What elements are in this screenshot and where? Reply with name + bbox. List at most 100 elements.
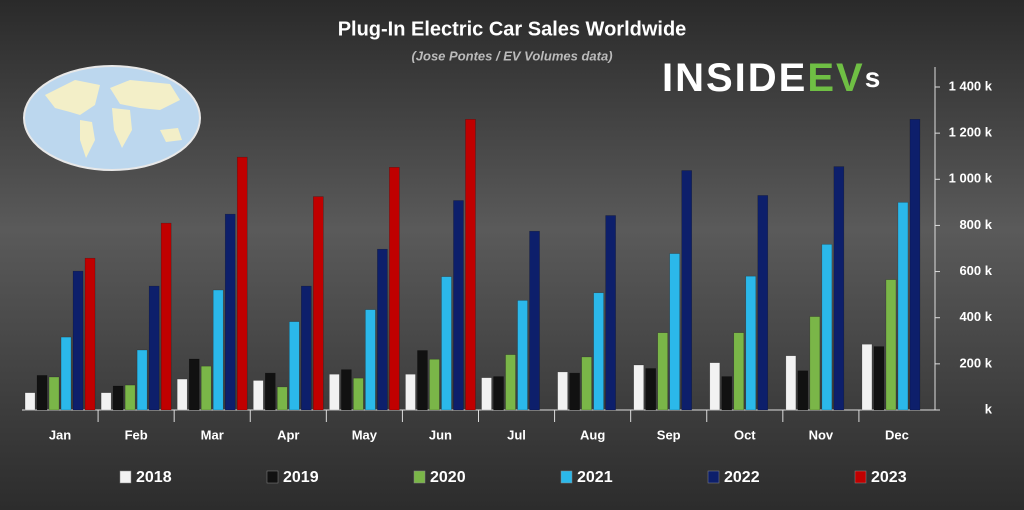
bar (505, 354, 516, 411)
legend-label: 2019 (283, 469, 319, 486)
x-tick-label: Jul (507, 427, 526, 442)
bar (605, 215, 616, 411)
y-tick-label: 600 k (959, 263, 992, 278)
x-tick-label: Dec (885, 427, 909, 442)
bar (112, 385, 124, 411)
y-tick-label: k (985, 401, 993, 416)
bar (212, 289, 224, 411)
x-tick-label: Nov (809, 427, 834, 442)
bar (833, 166, 845, 411)
bar (160, 222, 172, 411)
y-tick-label: 800 k (959, 217, 992, 232)
legend-swatch (707, 470, 720, 484)
world-map (23, 65, 201, 171)
bar (24, 392, 36, 411)
bar (733, 332, 745, 411)
x-tick-label: Feb (125, 427, 148, 442)
legend-label: 2018 (136, 469, 172, 486)
bar (745, 275, 757, 411)
x-tick-label: Aug (580, 427, 605, 442)
x-tick-label: Apr (277, 427, 299, 442)
bar (529, 230, 540, 411)
bar (885, 279, 897, 411)
bar (136, 349, 148, 411)
bar (100, 392, 112, 411)
bar (645, 368, 656, 411)
bar (557, 371, 568, 411)
bar (873, 346, 885, 411)
bar (417, 350, 428, 411)
bar (441, 276, 452, 411)
bar (84, 257, 96, 411)
brand-left: INSIDE (662, 56, 807, 100)
bar (377, 248, 388, 411)
bar (429, 358, 440, 411)
bar (277, 386, 288, 411)
bar (633, 364, 644, 411)
legend-label: 2023 (871, 469, 907, 486)
bar (36, 375, 48, 411)
y-tick-label: 1 400 k (949, 78, 993, 93)
legend-swatch (119, 470, 132, 484)
bar (329, 373, 340, 411)
y-tick-label: 400 k (959, 309, 992, 324)
legend-label: 2020 (430, 469, 466, 486)
bar (313, 196, 324, 411)
bar (365, 309, 376, 411)
legend-label: 2022 (724, 469, 760, 486)
bar (289, 321, 300, 411)
bar (897, 202, 909, 411)
bar (353, 377, 364, 411)
bar (861, 343, 873, 411)
brand-right: s (865, 62, 883, 93)
legend-label: 2021 (577, 469, 613, 486)
bar (785, 355, 797, 411)
y-tick-label: 200 k (959, 355, 992, 370)
y-tick-label: 1 000 k (949, 171, 993, 186)
bar (481, 377, 492, 411)
bar (72, 270, 84, 411)
legend-swatch (266, 470, 279, 484)
brand-accent: EV (807, 56, 864, 100)
x-tick-label: May (352, 427, 378, 442)
x-tick-label: Jun (429, 427, 452, 442)
bar (721, 376, 733, 411)
bar (465, 119, 476, 411)
x-tick-label: Jan (49, 427, 71, 442)
bar (657, 332, 668, 411)
bar (341, 369, 352, 411)
bar (188, 358, 200, 411)
bar (797, 370, 809, 411)
bar (909, 119, 921, 411)
bar (200, 365, 212, 411)
bar (389, 167, 400, 411)
bar (253, 380, 264, 411)
bar (809, 316, 821, 411)
x-tick-label: Mar (201, 427, 224, 442)
bar (236, 156, 248, 411)
bar (265, 372, 276, 411)
bar (176, 378, 188, 411)
bar (301, 285, 312, 411)
bar (517, 300, 528, 411)
legend-swatch (560, 470, 573, 484)
bar (493, 376, 504, 411)
bar (757, 195, 769, 411)
bar (224, 213, 236, 411)
bar (669, 253, 680, 411)
x-tick-label: Oct (734, 427, 756, 442)
brand-logo: INSIDEEVs (662, 56, 882, 100)
bar (148, 285, 160, 411)
bar (709, 362, 721, 411)
chart-subtitle: (Jose Pontes / EV Volumes data) (411, 48, 612, 63)
bar (60, 336, 72, 411)
bar (124, 384, 136, 411)
bar (593, 292, 604, 411)
bar (821, 244, 833, 411)
chart-title: Plug-In Electric Car Sales Worldwide (338, 18, 687, 40)
x-tick-label: Sep (657, 427, 681, 442)
bar (569, 372, 580, 411)
y-tick-label: 1 200 k (949, 125, 993, 140)
